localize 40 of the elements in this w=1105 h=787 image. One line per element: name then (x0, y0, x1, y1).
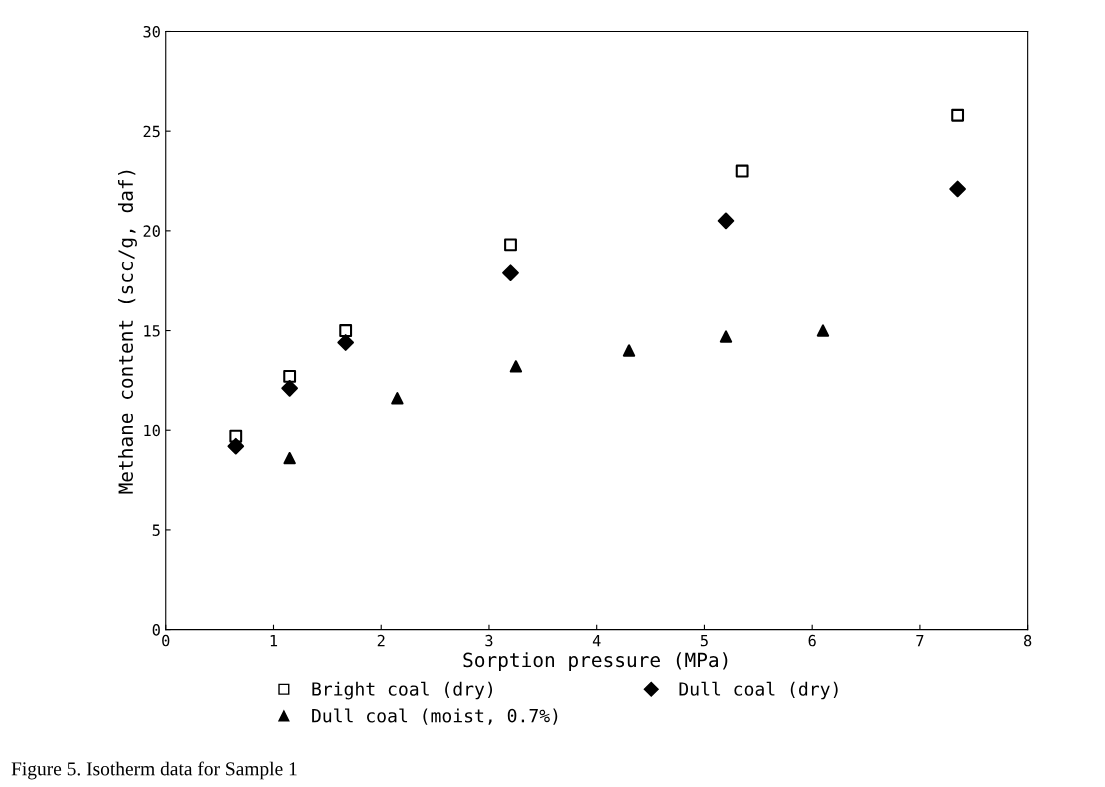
caption: Figure 5. Isotherm data for Sample 1 (11, 761, 297, 780)
point (227, 437, 245, 455)
y-tick-label: 15 (144, 325, 160, 337)
point (717, 212, 735, 230)
point (949, 180, 966, 198)
point (283, 451, 296, 465)
point (719, 330, 733, 343)
legend-label: Dull coal (moist, 0.7%) (312, 708, 558, 725)
y-tick-label: 0 (152, 624, 160, 636)
point (504, 238, 517, 252)
legend-label: Bright coal (dry) (312, 681, 492, 700)
point (735, 164, 749, 178)
x-axis-title: Sorption pressure (MPa) (463, 652, 728, 672)
x-tick-label: 6 (808, 634, 816, 647)
point (281, 380, 298, 397)
point (391, 392, 404, 405)
x-tick-label: 3 (485, 634, 493, 647)
point (951, 108, 965, 122)
y-tick-label: 30 (143, 25, 160, 38)
y-axis-title: Methane content (scc/g, daf) (117, 170, 137, 494)
x-tick-label: 2 (377, 634, 385, 647)
x-tick-label: 1 (270, 635, 278, 647)
x-tick-label: 4 (592, 635, 601, 647)
y-tick-label: 5 (152, 524, 160, 536)
point (816, 324, 830, 337)
x-tick-label: 7 (916, 635, 924, 647)
y-tick-label: 20 (143, 225, 160, 237)
legend-label: Dull coal (dry) (679, 681, 838, 700)
y-tick-label: 25 (143, 125, 160, 138)
y-tick-label: 10 (144, 424, 160, 437)
point (229, 429, 243, 443)
point (509, 360, 523, 373)
x-tick-label: 8 (1024, 634, 1032, 647)
x-tick-label: 5 (700, 635, 708, 647)
x-tick-label: 0 (162, 634, 170, 647)
point (337, 334, 354, 351)
point (339, 324, 353, 337)
point (622, 344, 636, 357)
point (502, 264, 519, 282)
point (283, 369, 297, 383)
